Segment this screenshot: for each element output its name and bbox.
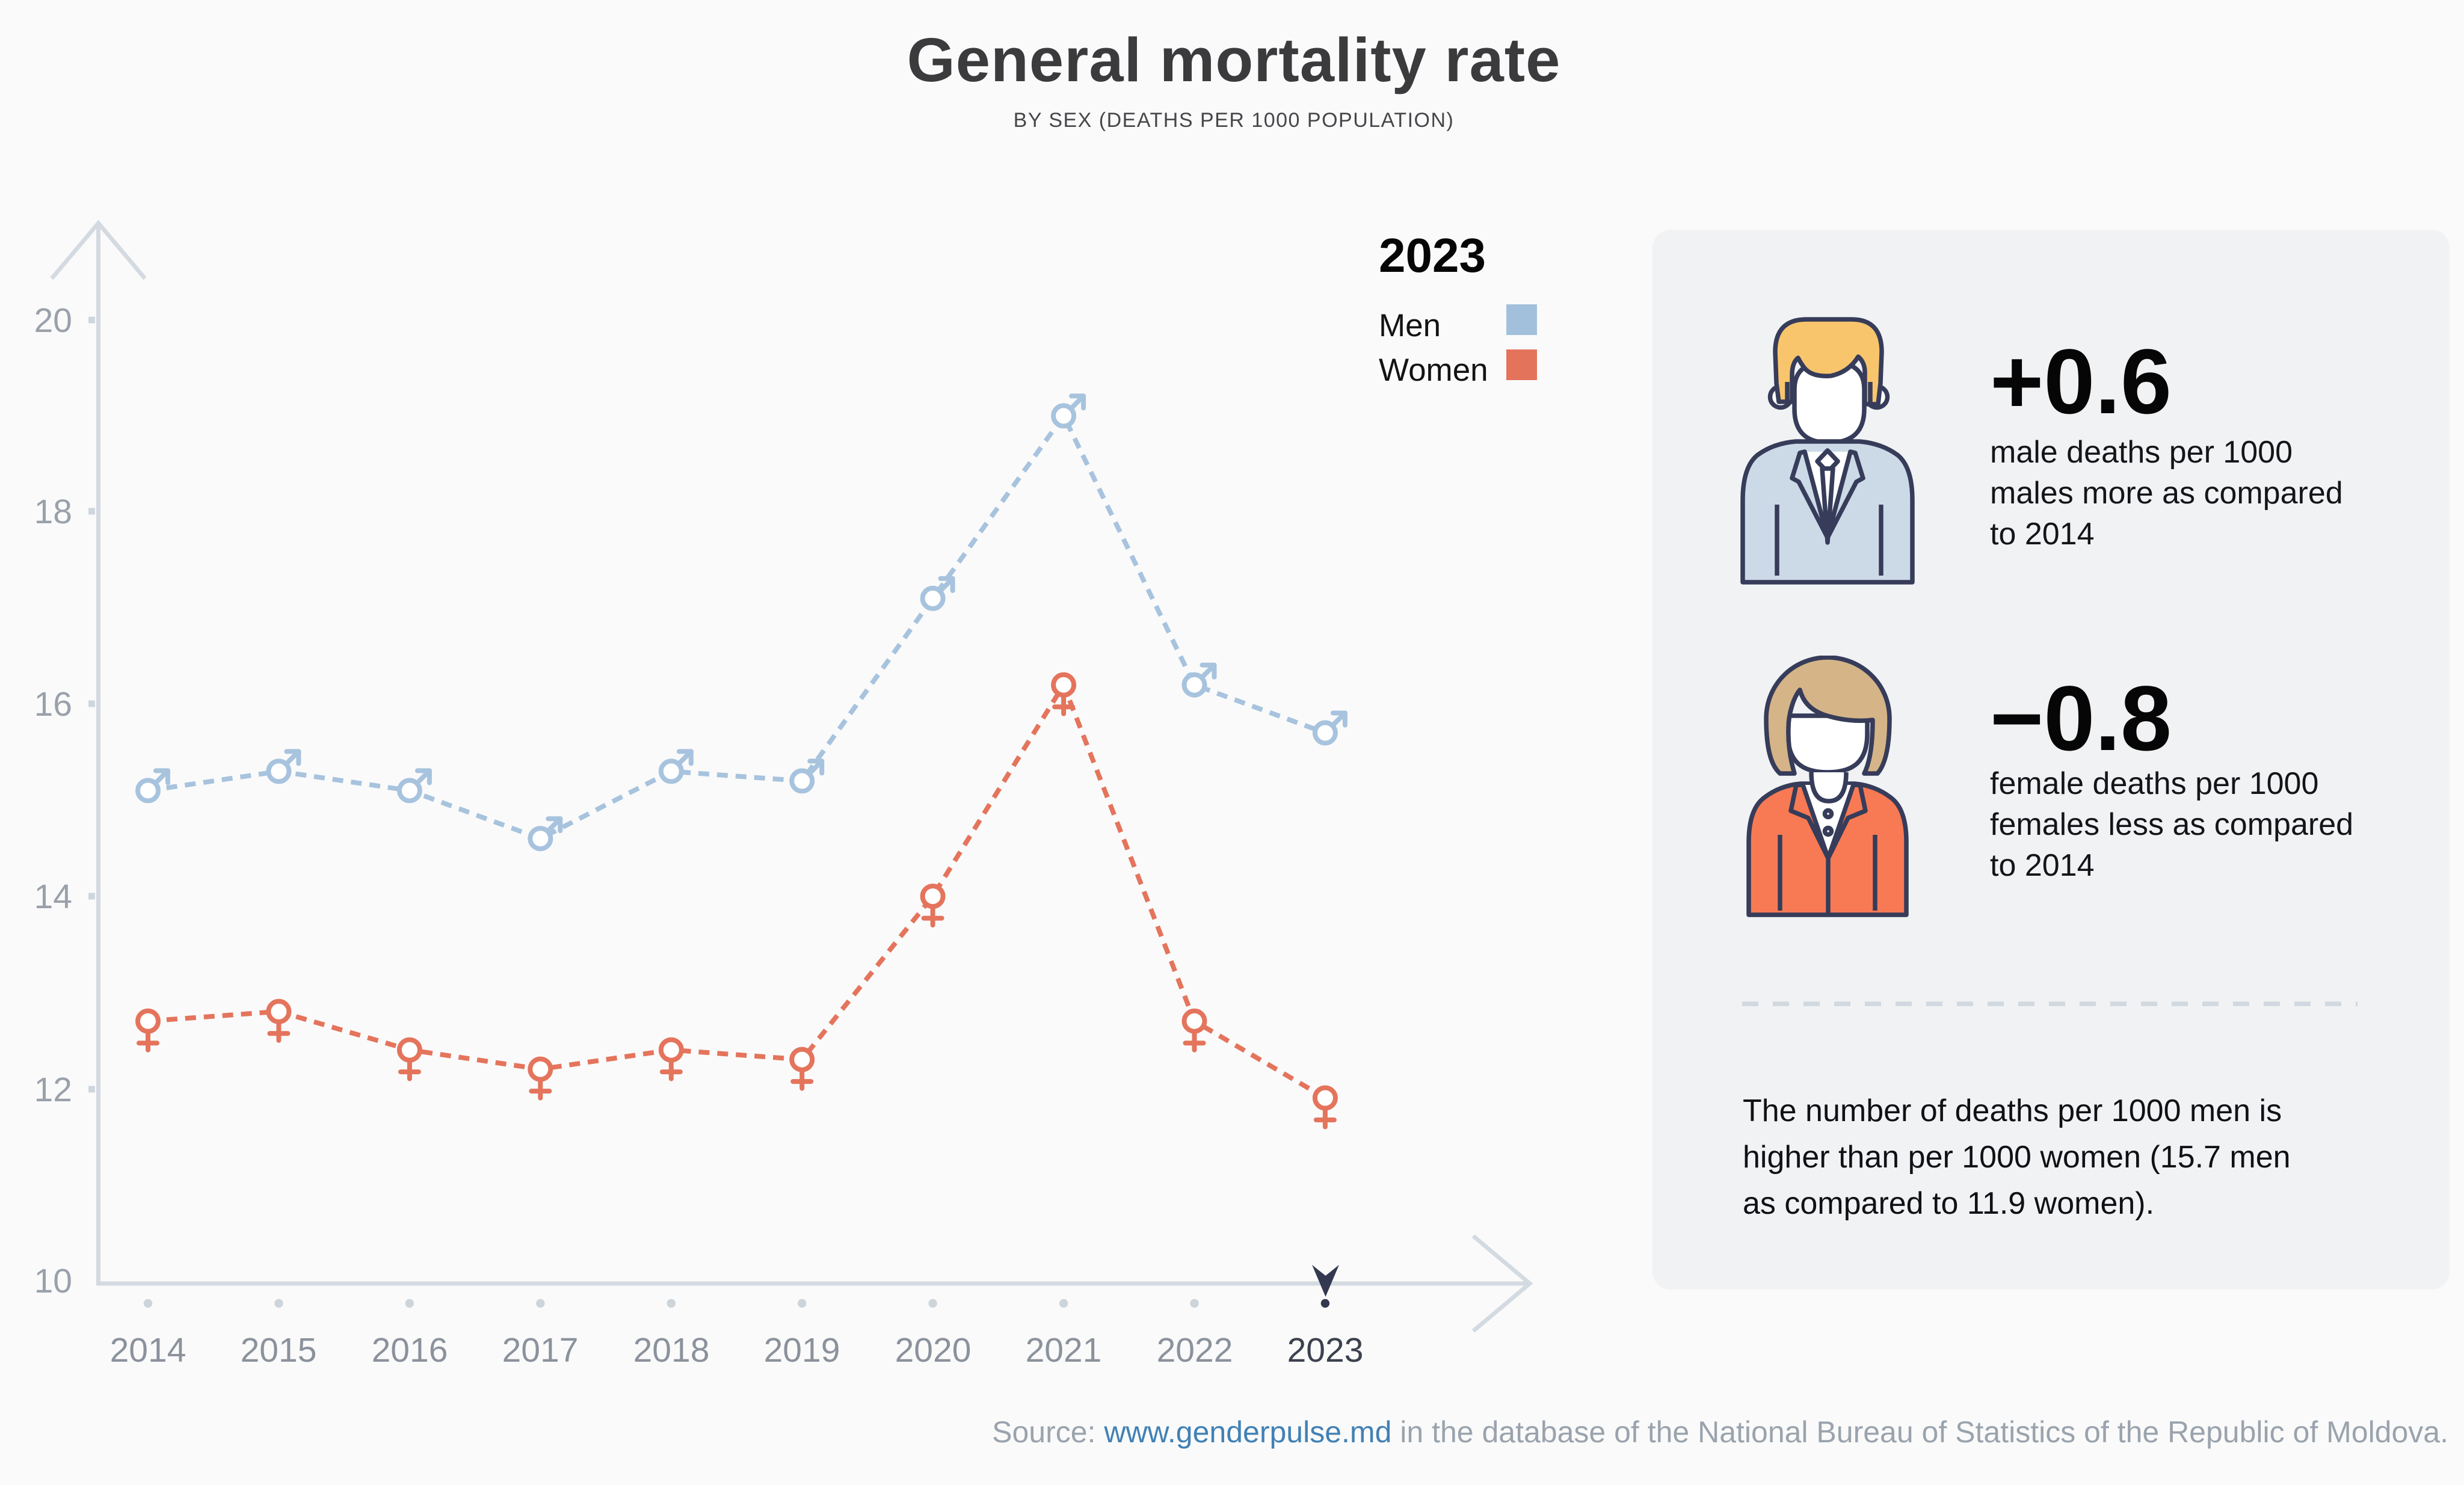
svg-text:16: 16 <box>34 685 72 724</box>
svg-text:10: 10 <box>34 1262 72 1300</box>
svg-text:2022: 2022 <box>1157 1331 1233 1370</box>
svg-text:14: 14 <box>34 878 72 916</box>
svg-text:2021: 2021 <box>1026 1331 1102 1370</box>
svg-text:2019: 2019 <box>764 1331 840 1370</box>
svg-text:18: 18 <box>34 493 72 531</box>
svg-text:2017: 2017 <box>502 1331 579 1370</box>
svg-text:2023: 2023 <box>1287 1331 1364 1370</box>
svg-text:2018: 2018 <box>633 1331 710 1370</box>
svg-text:2016: 2016 <box>372 1331 448 1370</box>
svg-text:20: 20 <box>34 301 72 340</box>
svg-text:2014: 2014 <box>110 1331 186 1370</box>
svg-text:2015: 2015 <box>241 1331 317 1370</box>
svg-text:12: 12 <box>34 1071 72 1109</box>
svg-text:2020: 2020 <box>895 1331 972 1370</box>
